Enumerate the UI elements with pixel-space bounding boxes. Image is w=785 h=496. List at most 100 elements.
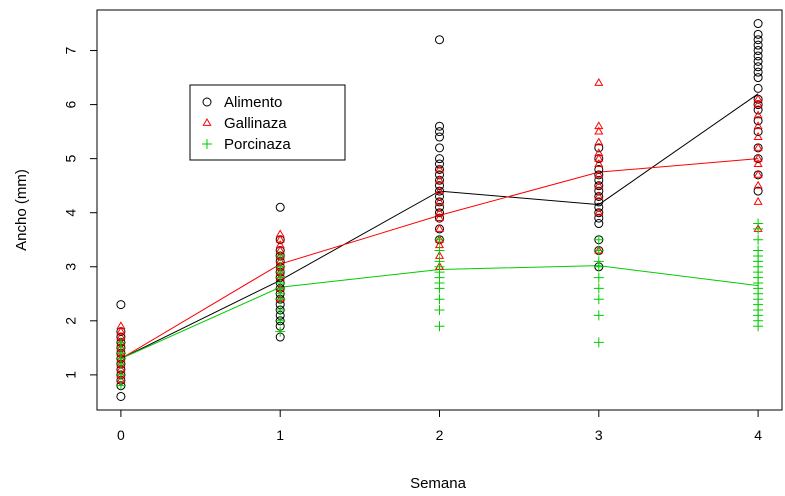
point-alimento (435, 181, 444, 191)
legend-symbol-alimento (202, 97, 212, 107)
point-alimento (435, 154, 444, 164)
point-gallinaza (753, 153, 763, 162)
point-gallinaza (116, 326, 126, 335)
point-porcinaza (593, 245, 604, 256)
point-alimento (753, 62, 763, 72)
point-gallinaza (753, 159, 763, 167)
point-alimento (594, 143, 604, 153)
point-gallinaza (594, 148, 604, 157)
point-porcinaza (434, 305, 445, 315)
point-porcinaza (434, 321, 445, 332)
point-porcinaza (275, 261, 286, 272)
point-porcinaza (593, 283, 604, 294)
point-gallinaza (594, 121, 604, 130)
point-alimento (435, 191, 444, 201)
y-tick-label: 7 (63, 46, 79, 54)
point-porcinaza (115, 380, 126, 391)
point-porcinaza (115, 369, 126, 380)
point-gallinaza (753, 169, 763, 178)
point-gallinaza (275, 234, 285, 243)
point-gallinaza (753, 132, 763, 140)
point-gallinaza (753, 121, 763, 130)
point-alimento (753, 19, 763, 29)
point-alimento (435, 35, 444, 45)
point-gallinaza (594, 137, 604, 146)
point-gallinaza (594, 191, 604, 200)
point-gallinaza (753, 94, 763, 103)
point-porcinaza (115, 337, 126, 348)
point-gallinaza (594, 126, 604, 135)
point-alimento (116, 391, 126, 401)
point-porcinaza (275, 326, 286, 337)
point-alimento (435, 170, 444, 180)
point-porcinaza (275, 315, 286, 326)
point-gallinaza (434, 186, 445, 195)
x-tick-label: 2 (436, 427, 444, 443)
legend-box (189, 84, 346, 161)
point-alimento (753, 116, 763, 126)
point-gallinaza (434, 175, 445, 184)
y-tick-label: 4 (63, 209, 79, 217)
point-gallinaza (594, 169, 604, 178)
point-gallinaza (753, 196, 763, 205)
point-alimento (753, 127, 763, 137)
point-gallinaza (434, 196, 445, 205)
legend-label: Alimento (224, 94, 282, 111)
legend-symbol-porcinaza (202, 139, 212, 149)
point-alimento (594, 213, 604, 223)
point-alimento (435, 159, 444, 169)
point-alimento (594, 164, 604, 174)
y-axis: 1 2 3 4 5 6 7 (63, 46, 98, 379)
point-gallinaza (275, 240, 285, 249)
point-porcinaza (753, 218, 764, 229)
x-tick-label: 0 (117, 427, 125, 443)
point-alimento (753, 40, 763, 50)
point-porcinaza (593, 337, 604, 348)
point-alimento (435, 121, 444, 131)
point-alimento (753, 67, 763, 77)
point-porcinaza (753, 234, 764, 245)
y-tick-label: 6 (63, 100, 79, 108)
point-porcinaza (593, 256, 604, 267)
point-alimento (435, 143, 444, 153)
x-axis: 0 1 2 3 4 (117, 409, 762, 443)
point-porcinaza (434, 234, 445, 245)
x-tick-label: 3 (595, 427, 603, 443)
point-gallinaza (753, 110, 763, 119)
y-tick-label: 2 (63, 317, 79, 325)
point-alimento (116, 300, 126, 310)
point-gallinaza (594, 159, 604, 167)
point-alimento (435, 202, 444, 212)
point-gallinaza (275, 229, 285, 238)
y-tick-label: 1 (63, 371, 79, 379)
point-porcinaza (593, 294, 604, 305)
x-tick-label: 1 (276, 427, 284, 443)
point-alimento (594, 219, 604, 229)
x-tick-label: 4 (754, 427, 762, 443)
legend-label: Gallinaza (224, 115, 287, 132)
point-alimento (753, 83, 763, 93)
point-alimento (435, 127, 444, 137)
point-porcinaza (275, 305, 286, 315)
plot-border (96, 9, 783, 411)
point-gallinaza (434, 164, 445, 173)
y-axis-label: Ancho (mm) (13, 169, 30, 251)
point-porcinaza (434, 245, 445, 256)
point-alimento (753, 35, 763, 45)
point-alimento (594, 175, 604, 185)
point-gallinaza (594, 78, 604, 86)
point-alimento (753, 186, 763, 196)
legend-label: Porcinaza (224, 136, 291, 153)
point-gallinaza (753, 99, 763, 108)
point-porcinaza (593, 272, 604, 283)
y-tick-label: 5 (63, 155, 79, 163)
point-gallinaza (434, 213, 445, 222)
point-alimento (594, 197, 604, 207)
point-gallinaza (594, 180, 604, 189)
point-gallinaza (753, 142, 763, 151)
point-alimento (753, 73, 763, 83)
point-alimento (275, 202, 285, 212)
point-porcinaza (434, 294, 445, 305)
